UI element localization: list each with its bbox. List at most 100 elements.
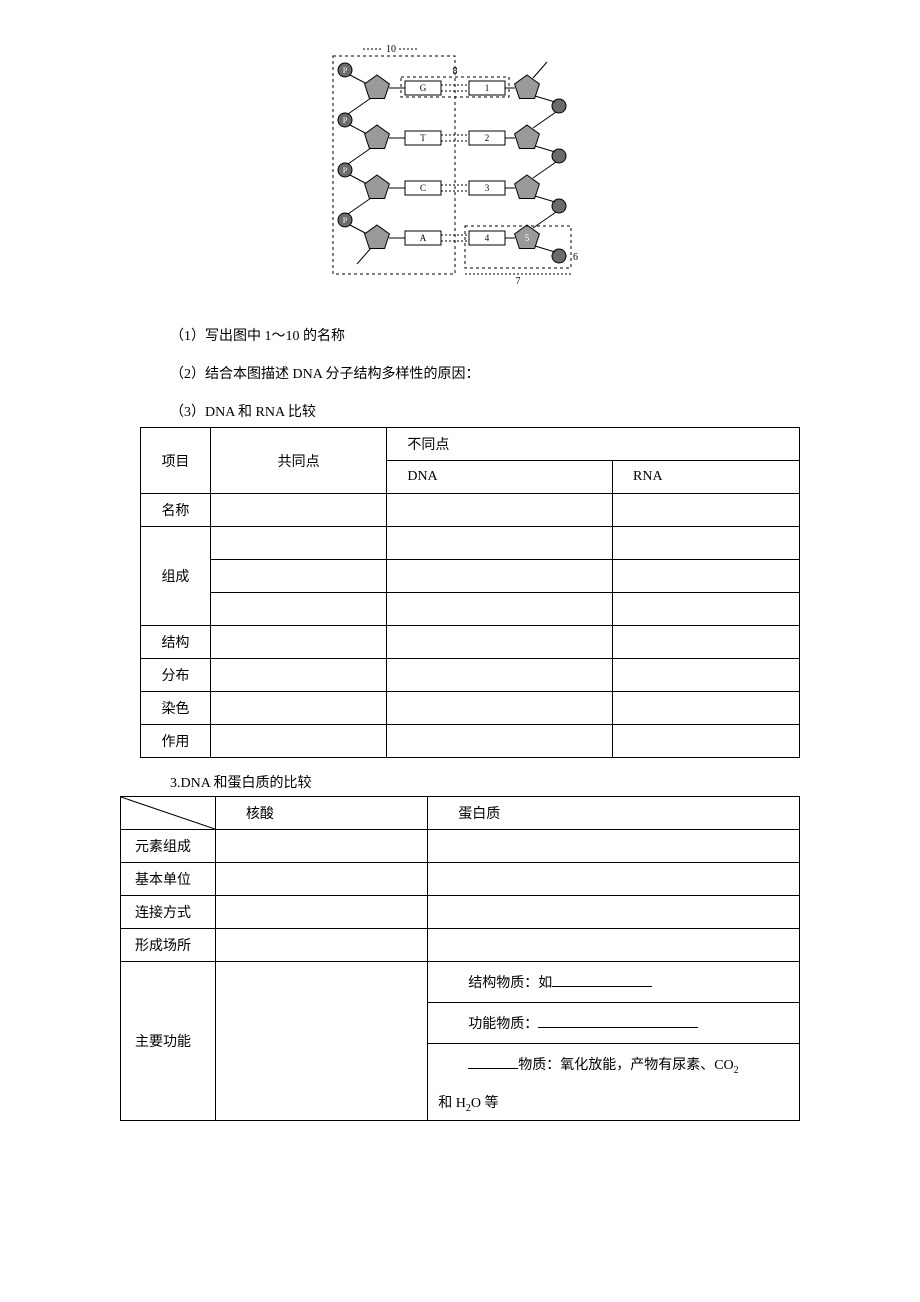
cell (387, 659, 613, 692)
dna-svg: 10 P G 1 P T 2 P C 3 P A 4 8 5 6 7 (305, 40, 615, 300)
text: O 等 (471, 1096, 499, 1111)
row-label: 染色 (141, 692, 211, 725)
svg-text:10: 10 (386, 44, 396, 55)
svg-text:P: P (343, 216, 348, 225)
cell (215, 896, 427, 929)
svg-text:G: G (420, 83, 427, 93)
header-diff: 不同点 (387, 428, 800, 461)
diagonal-header (121, 797, 216, 830)
section-3-title: 3.DNA 和蛋白质的比较 (170, 772, 860, 792)
cell (387, 692, 613, 725)
cell (387, 725, 613, 758)
row-label: 分布 (141, 659, 211, 692)
question-3: （3）DNA 和 RNA 比较 (170, 401, 860, 421)
svg-text:5: 5 (525, 233, 530, 243)
cell (387, 593, 613, 626)
question-1: （1）写出图中 1～10 的名称 (170, 325, 860, 345)
cell (210, 527, 386, 560)
blank-field (552, 972, 652, 987)
header-rna: RNA (613, 461, 800, 494)
text: 功能物质： (468, 1017, 538, 1032)
row-label: 形成场所 (121, 929, 216, 962)
row-label: 结构 (141, 626, 211, 659)
cell (215, 962, 427, 1121)
cell (428, 896, 800, 929)
protein-function-line: 功能物质： (428, 1003, 800, 1044)
cell (210, 692, 386, 725)
question-2: （2）结合本图描述 DNA 分子结构多样性的原因： (170, 363, 860, 383)
cell (210, 659, 386, 692)
cell (428, 830, 800, 863)
row-label: 主要功能 (121, 962, 216, 1121)
table-row: 染色 (141, 692, 800, 725)
header-common: 共同点 (210, 428, 386, 494)
svg-text:2: 2 (485, 133, 490, 143)
cell (387, 527, 613, 560)
cell (215, 863, 427, 896)
subscript: 2 (734, 1065, 739, 1076)
text: 物质：氧化放能，产物有尿素、CO (518, 1058, 733, 1073)
dna-diagram: 10 P G 1 P T 2 P C 3 P A 4 8 5 6 7 (60, 40, 860, 305)
svg-text:6: 6 (573, 252, 578, 263)
cell (210, 725, 386, 758)
cell (428, 929, 800, 962)
svg-text:P: P (343, 66, 348, 75)
table-row: 核酸 蛋白质 (121, 797, 800, 830)
table-row (141, 593, 800, 626)
cell (387, 560, 613, 593)
cell (215, 929, 427, 962)
svg-text:1: 1 (485, 83, 490, 93)
blank-field (538, 1013, 698, 1028)
svg-text:7: 7 (516, 276, 521, 287)
cell (210, 560, 386, 593)
table-row: 作用 (141, 725, 800, 758)
header-protein: 蛋白质 (428, 797, 800, 830)
svg-text:T: T (420, 133, 426, 143)
row-label: 连接方式 (121, 896, 216, 929)
cell (613, 659, 800, 692)
svg-text:8: 8 (453, 66, 458, 77)
blank-field (468, 1054, 518, 1069)
header-nucleic: 核酸 (215, 797, 427, 830)
table-row: 形成场所 (121, 929, 800, 962)
cell (613, 560, 800, 593)
cell (387, 626, 613, 659)
cell (210, 593, 386, 626)
dna-protein-table: 核酸 蛋白质 元素组成 基本单位 连接方式 形成场所 主要功能 结构物质：如 功… (120, 796, 800, 1121)
cell (387, 494, 613, 527)
table-row: 项目 共同点 不同点 (141, 428, 800, 461)
svg-text:P: P (343, 166, 348, 175)
svg-text:4: 4 (485, 233, 490, 243)
cell (215, 830, 427, 863)
cell (210, 626, 386, 659)
cell (613, 593, 800, 626)
cell (613, 527, 800, 560)
dna-rna-table: 项目 共同点 不同点 DNA RNA 名称 组成 结构 分布 (140, 427, 800, 758)
table-row: 主要功能 结构物质：如 (121, 962, 800, 1003)
cell (613, 725, 800, 758)
row-label: 作用 (141, 725, 211, 758)
protein-structure-line: 结构物质：如 (428, 962, 800, 1003)
svg-text:A: A (420, 233, 427, 243)
table-row: 结构 (141, 626, 800, 659)
table-row: 基本单位 (121, 863, 800, 896)
text: 和 H (438, 1096, 466, 1111)
protein-energy-line-2: 和 H2O 等 (428, 1086, 800, 1120)
row-label: 名称 (141, 494, 211, 527)
svg-text:C: C (420, 183, 426, 193)
table-row: 元素组成 (121, 830, 800, 863)
protein-energy-line: 物质：氧化放能，产物有尿素、CO2 (428, 1044, 800, 1086)
cell (613, 494, 800, 527)
header-dna: DNA (387, 461, 613, 494)
cell (613, 626, 800, 659)
row-label: 基本单位 (121, 863, 216, 896)
table-row: 连接方式 (121, 896, 800, 929)
row-label: 元素组成 (121, 830, 216, 863)
table-row: 组成 (141, 527, 800, 560)
svg-text:P: P (343, 116, 348, 125)
svg-text:3: 3 (485, 183, 490, 193)
table-row: 分布 (141, 659, 800, 692)
table-row: 名称 (141, 494, 800, 527)
header-item: 项目 (141, 428, 211, 494)
text: 结构物质：如 (468, 976, 552, 991)
